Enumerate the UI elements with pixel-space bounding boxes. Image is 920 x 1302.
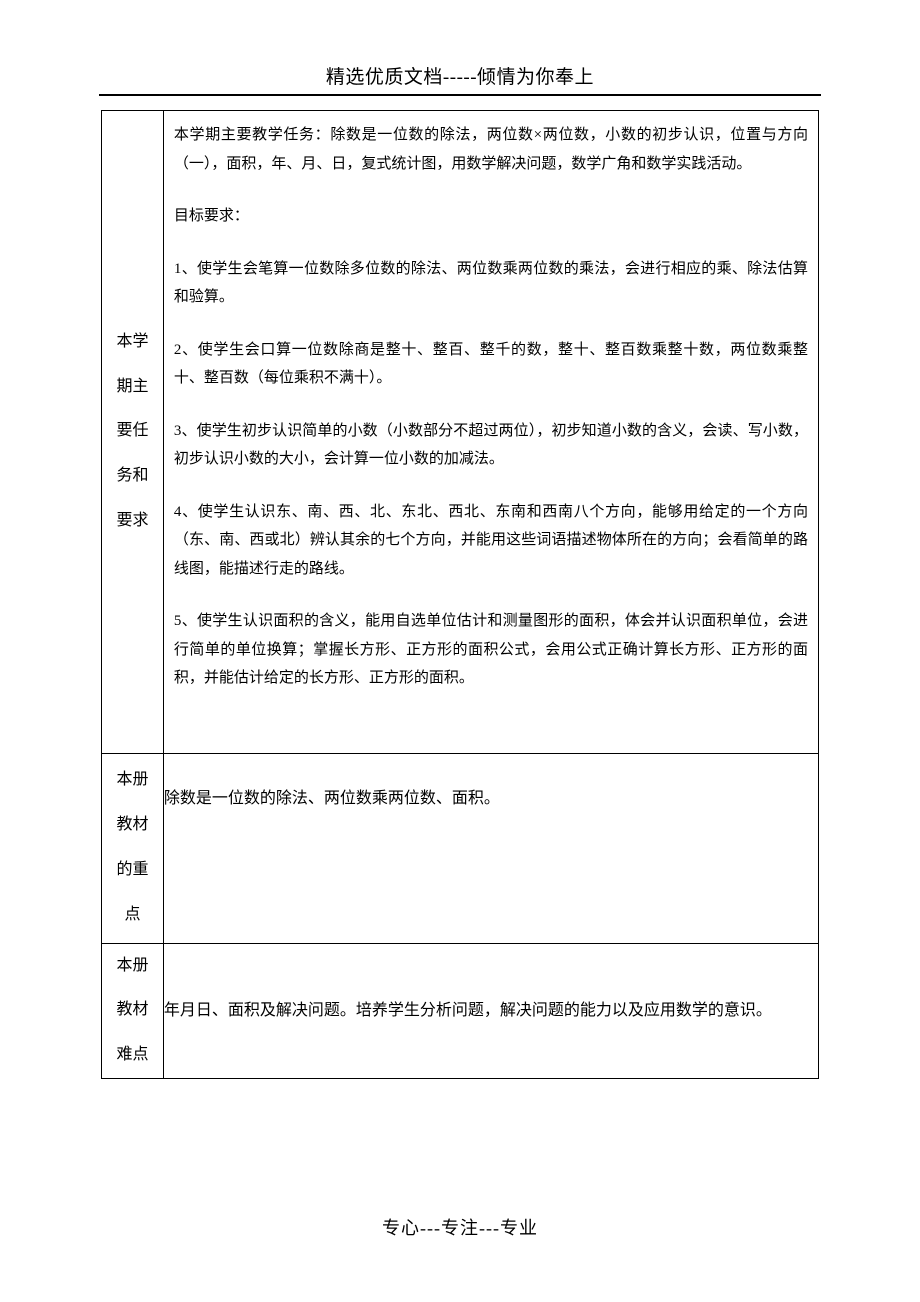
- content-tasks-requirements: 本学期主要教学任务：除数是一位数的除法，两位数×两位数，小数的初步认识，位置与方…: [163, 111, 818, 754]
- paragraph-intro: 本学期主要教学任务：除数是一位数的除法，两位数×两位数，小数的初步认识，位置与方…: [174, 121, 808, 178]
- label-line: 点: [102, 893, 163, 938]
- paragraph-goal-4: 4、使学生认识东、南、西、北、东北、西北、东南和西南八个方向，能够用给定的一个方…: [174, 498, 808, 584]
- paragraph-goals-heading: 目标要求：: [174, 202, 808, 231]
- paragraph-difficulties: 年月日、面积及解决问题。培养学生分析问题，解决问题的能力以及应用数学的意识。: [164, 992, 818, 1030]
- table-row-difficulties: 本册 教材 难点 年月日、面积及解决问题。培养学生分析问题，解决问题的能力以及应…: [102, 943, 819, 1078]
- label-line: 要任: [102, 409, 163, 454]
- label-line: 教材: [102, 988, 163, 1033]
- header-horizontal-rule: [99, 94, 821, 96]
- paragraph-goal-5: 5、使学生认识面积的含义，能用自选单位估计和测量图形的面积，体会并认识面积单位，…: [174, 607, 808, 693]
- label-line: 本册: [102, 944, 163, 989]
- page-footer: 专心---专注---专业: [0, 1214, 920, 1240]
- label-line: 务和: [102, 454, 163, 499]
- curriculum-table: 本学 期主 要任 务和 要求 本学期主要教学任务：除数是一位数的除法，两位数×两…: [101, 110, 819, 1079]
- table-row-tasks: 本学 期主 要任 务和 要求 本学期主要教学任务：除数是一位数的除法，两位数×两…: [102, 111, 819, 754]
- page-header: 精选优质文档-----倾情为你奉上: [0, 0, 920, 89]
- paragraph-key-points: 除数是一位数的除法、两位数乘两位数、面积。: [164, 784, 818, 814]
- table-row-key-points: 本册 教材 的重 点 除数是一位数的除法、两位数乘两位数、面积。: [102, 753, 819, 943]
- footer-text: 专心---专注---专业: [382, 1218, 538, 1238]
- header-title: 精选优质文档-----倾情为你奉上: [326, 67, 594, 88]
- paragraph-goal-3: 3、使学生初步认识简单的小数（小数部分不超过两位），初步知道小数的含义，会读、写…: [174, 417, 808, 474]
- label-line: 难点: [102, 1033, 163, 1078]
- label-line: 本册: [102, 758, 163, 803]
- label-line: 期主: [102, 365, 163, 410]
- label-key-points: 本册 教材 的重 点: [102, 753, 164, 943]
- paragraph-goal-1: 1、使学生会笔算一位数除多位数的除法、两位数乘两位数的乘法，会进行相应的乘、除法…: [174, 255, 808, 312]
- label-line: 本学: [102, 320, 163, 365]
- label-tasks-requirements: 本学 期主 要任 务和 要求: [102, 111, 164, 754]
- content-key-points: 除数是一位数的除法、两位数乘两位数、面积。: [163, 753, 818, 943]
- label-line: 教材: [102, 803, 163, 848]
- paragraph-goal-2: 2、使学生会口算一位数除商是整十、整百、整千的数，整十、整百数乘整十数，两位数乘…: [174, 336, 808, 393]
- content-difficulties: 年月日、面积及解决问题。培养学生分析问题，解决问题的能力以及应用数学的意识。: [163, 943, 818, 1078]
- label-line: 要求: [102, 499, 163, 544]
- label-difficulties: 本册 教材 难点: [102, 943, 164, 1078]
- label-line: 的重: [102, 848, 163, 893]
